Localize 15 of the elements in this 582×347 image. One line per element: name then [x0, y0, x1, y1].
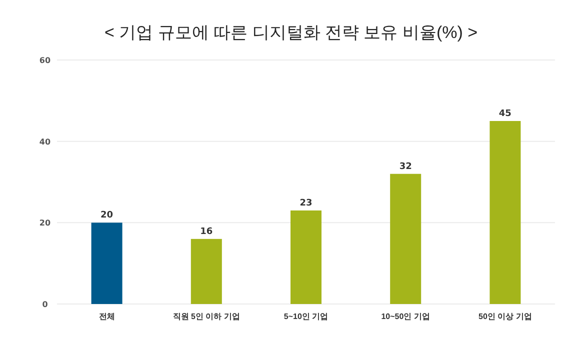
x-tick-label: 50인 이상 기업 — [478, 312, 532, 321]
y-tick-label: 40 — [39, 137, 51, 146]
x-tick-label: 전체 — [98, 312, 115, 321]
y-tick-label: 60 — [39, 56, 51, 65]
data-label: 32 — [399, 162, 412, 172]
data-label: 16 — [200, 226, 213, 237]
x-tick-label: 직원 5인 이하 기업 — [172, 312, 240, 321]
x-tick-label: 10~50인 기업 — [381, 312, 430, 321]
chart-title: < 기업 규모에 따른 디지털화 전략 보유 비율(%) > — [104, 23, 478, 42]
x-tick-label: 5~10인 기업 — [284, 312, 328, 321]
data-label: 23 — [300, 198, 312, 208]
data-label: 20 — [100, 210, 114, 221]
data-label: 45 — [498, 109, 512, 119]
y-tick-label: 0 — [42, 300, 48, 309]
y-tick-label: 20 — [39, 218, 51, 228]
